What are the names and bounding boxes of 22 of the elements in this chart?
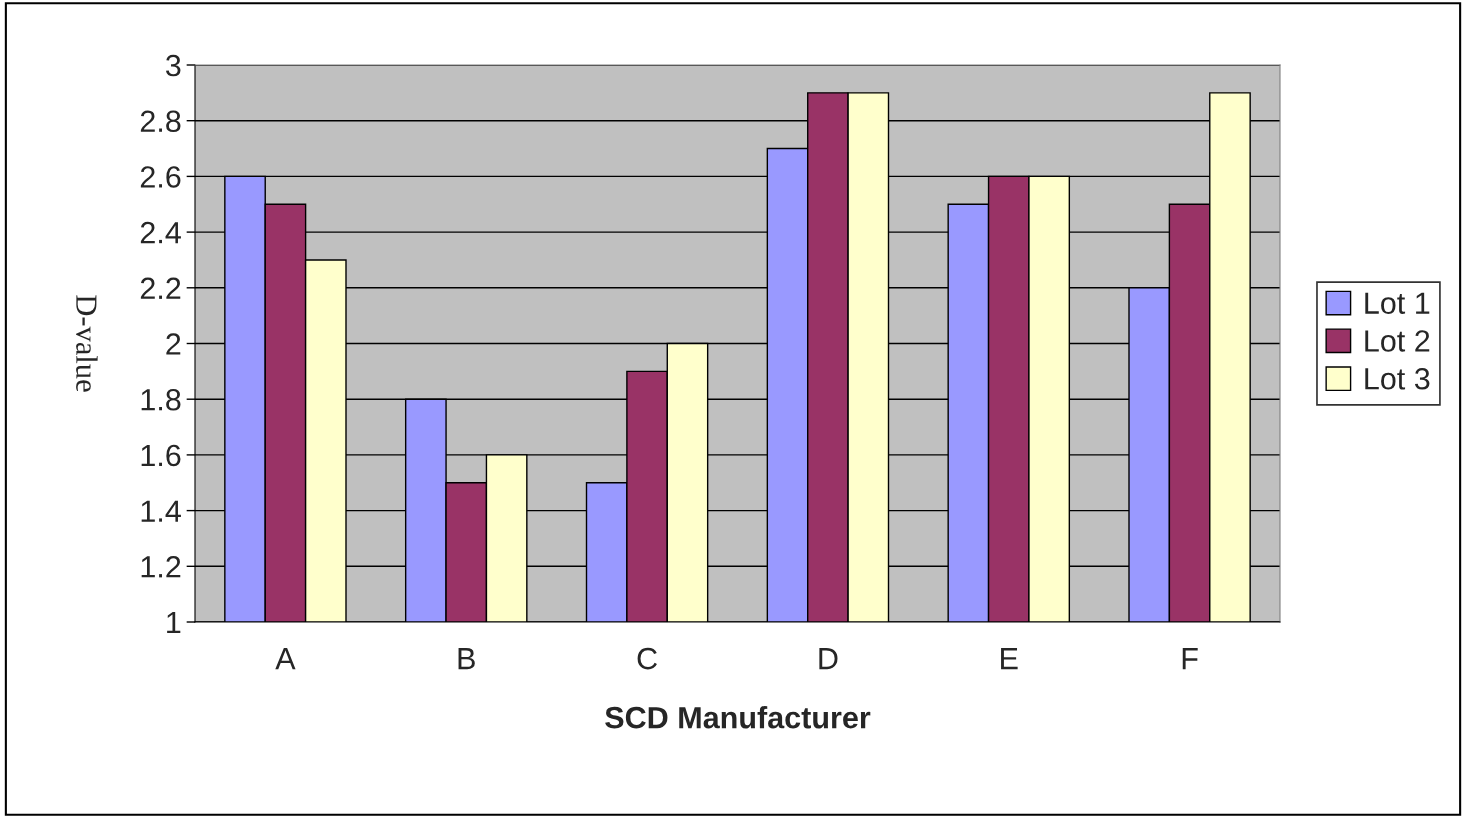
x-axis-title: SCD Manufacturer bbox=[605, 706, 871, 729]
x-tick-label: C bbox=[637, 647, 657, 670]
y-tick-label: 2.2 bbox=[140, 277, 181, 299]
y-tick-label: 1.4 bbox=[141, 500, 181, 522]
y-axis-title: D-value bbox=[76, 295, 98, 392]
legend-label: Lot 1 bbox=[1365, 292, 1430, 314]
y-tick-label: 2.4 bbox=[140, 221, 181, 244]
x-tick-label: F bbox=[1182, 648, 1198, 670]
x-tick-label: E bbox=[1001, 648, 1018, 670]
legend-label: Lot 3 bbox=[1365, 367, 1430, 390]
x-tick-label: B bbox=[458, 648, 475, 670]
y-tick-label: 1.8 bbox=[141, 388, 181, 411]
y-tick-label: 1 bbox=[167, 612, 181, 634]
y-tick-label: 1.2 bbox=[141, 556, 181, 578]
x-tick-label: D bbox=[819, 648, 838, 670]
y-tick-label: 3 bbox=[165, 54, 181, 77]
y-tick-label: 2 bbox=[166, 333, 181, 355]
y-tick-label: 1.6 bbox=[141, 444, 181, 467]
y-tick-label: 2.8 bbox=[140, 110, 181, 133]
legend-label: Lot 2 bbox=[1365, 330, 1430, 352]
x-tick-label: A bbox=[275, 648, 296, 670]
y-tick-label: 2.6 bbox=[140, 166, 181, 188]
